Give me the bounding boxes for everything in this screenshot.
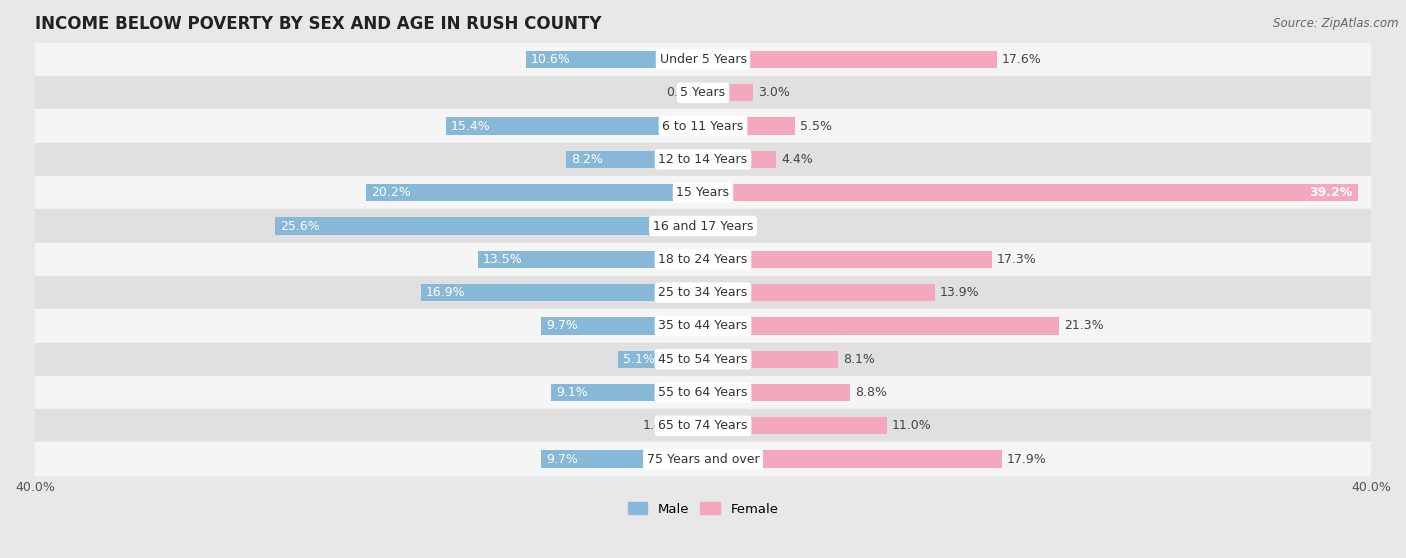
Text: 13.9%: 13.9% [941,286,980,299]
Bar [35,309,1371,343]
Text: 11.0%: 11.0% [891,419,932,432]
Bar [703,84,754,102]
Text: 0.0%: 0.0% [666,86,697,99]
Bar [276,218,703,235]
Bar [35,376,1371,409]
Bar [35,243,1371,276]
Text: 17.3%: 17.3% [997,253,1036,266]
Bar [35,409,1371,442]
Text: 9.7%: 9.7% [546,453,578,465]
Text: 4.4%: 4.4% [782,153,813,166]
Bar [617,350,703,368]
Bar [420,284,703,301]
Bar [526,51,703,68]
Text: 16 and 17 Years: 16 and 17 Years [652,219,754,233]
Bar [478,251,703,268]
Bar [446,118,703,135]
Text: 9.7%: 9.7% [546,319,578,333]
Text: 5.5%: 5.5% [800,119,832,133]
Text: 5.1%: 5.1% [623,353,655,365]
Bar [703,284,935,301]
Text: 0.0%: 0.0% [709,219,740,233]
Text: 20.2%: 20.2% [371,186,411,199]
Bar [703,450,1002,468]
Bar [35,109,1371,143]
Text: 13.5%: 13.5% [482,253,522,266]
Text: 1.4%: 1.4% [643,419,675,432]
Text: 17.6%: 17.6% [1002,53,1042,66]
Bar [35,442,1371,476]
Bar [35,76,1371,109]
Bar [551,384,703,401]
Text: 45 to 54 Years: 45 to 54 Years [658,353,748,365]
Bar [703,384,851,401]
Text: 25.6%: 25.6% [280,219,321,233]
Text: 10.6%: 10.6% [531,53,571,66]
Text: 16.9%: 16.9% [426,286,465,299]
Text: 12 to 14 Years: 12 to 14 Years [658,153,748,166]
Text: Under 5 Years: Under 5 Years [659,53,747,66]
Text: 75 Years and over: 75 Years and over [647,453,759,465]
Bar [703,51,997,68]
Text: 55 to 64 Years: 55 to 64 Years [658,386,748,399]
Bar [703,350,838,368]
Text: 5 Years: 5 Years [681,86,725,99]
Bar [541,450,703,468]
Text: 8.8%: 8.8% [855,386,887,399]
Bar [541,318,703,335]
Bar [35,343,1371,376]
Bar [35,209,1371,243]
Text: 18 to 24 Years: 18 to 24 Years [658,253,748,266]
Text: 9.1%: 9.1% [555,386,588,399]
Bar [703,318,1059,335]
Bar [703,151,776,168]
Bar [35,276,1371,309]
Text: Source: ZipAtlas.com: Source: ZipAtlas.com [1274,17,1399,30]
Bar [703,251,993,268]
Text: 39.2%: 39.2% [1309,186,1353,199]
Bar [35,143,1371,176]
Bar [35,176,1371,209]
Text: 25 to 34 Years: 25 to 34 Years [658,286,748,299]
Text: 15.4%: 15.4% [451,119,491,133]
Text: 3.0%: 3.0% [758,86,790,99]
Text: INCOME BELOW POVERTY BY SEX AND AGE IN RUSH COUNTY: INCOME BELOW POVERTY BY SEX AND AGE IN R… [35,15,602,33]
Text: 8.1%: 8.1% [844,353,875,365]
Bar [703,417,887,435]
Bar [366,184,703,201]
Text: 21.3%: 21.3% [1064,319,1104,333]
Text: 65 to 74 Years: 65 to 74 Years [658,419,748,432]
Text: 15 Years: 15 Years [676,186,730,199]
Bar [679,417,703,435]
Bar [703,184,1358,201]
Legend: Male, Female: Male, Female [623,497,783,521]
Bar [567,151,703,168]
Text: 6 to 11 Years: 6 to 11 Years [662,119,744,133]
Bar [703,118,794,135]
Text: 17.9%: 17.9% [1007,453,1046,465]
Text: 35 to 44 Years: 35 to 44 Years [658,319,748,333]
Text: 8.2%: 8.2% [571,153,603,166]
Bar [35,43,1371,76]
